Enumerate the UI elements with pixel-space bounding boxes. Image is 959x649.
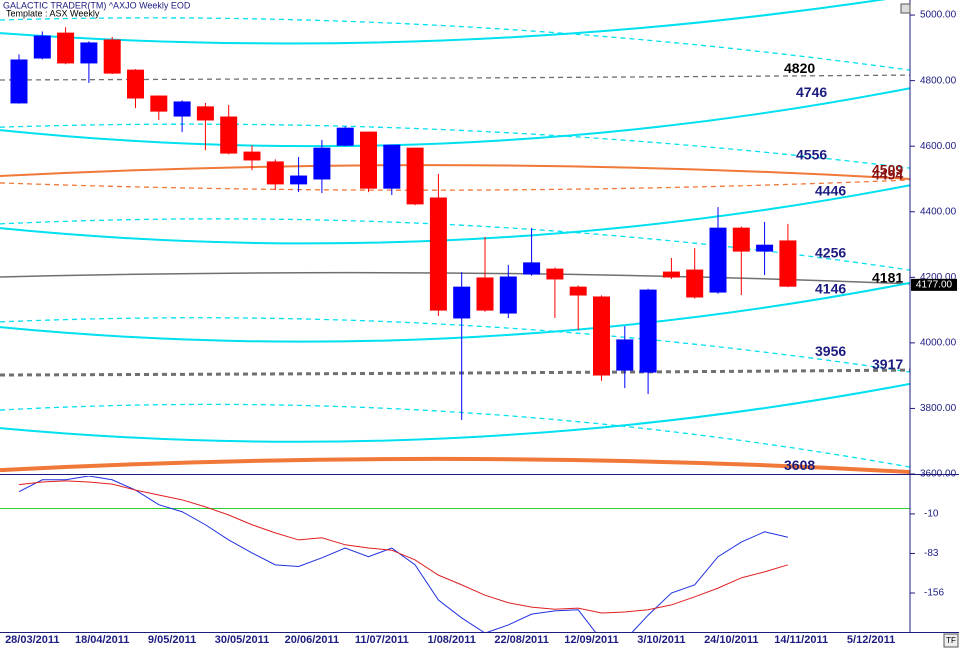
candle-body <box>569 286 587 296</box>
x-tick-label: 28/03/2011 <box>5 634 59 646</box>
level-label: 4494 <box>872 167 903 183</box>
candle-body <box>499 276 517 314</box>
candle-body <box>523 262 541 275</box>
candle-body <box>616 339 634 371</box>
x-tick-label: 20/06/2011 <box>285 634 339 646</box>
x-tick-label: 18/04/2011 <box>75 634 129 646</box>
y-tick-label: 4800.00 <box>920 75 957 86</box>
candle-body <box>546 268 564 280</box>
x-tick-label: 30/05/2011 <box>215 634 269 646</box>
y-tick-label: 5000.00 <box>920 10 957 21</box>
overlay-curve <box>0 123 910 169</box>
candle-body <box>336 127 354 146</box>
x-tick-label: 22/08/2011 <box>494 634 548 646</box>
indicator-line <box>18 476 789 632</box>
x-tick-label: 24/10/2011 <box>704 634 758 646</box>
overlay-curve <box>0 74 910 81</box>
y-tick-label: 4600.00 <box>920 141 957 152</box>
candle-body <box>313 147 331 180</box>
level-label: 3956 <box>815 343 846 359</box>
candle-body <box>220 116 238 154</box>
candle-body <box>639 289 657 373</box>
window-icon[interactable] <box>900 3 911 14</box>
overlay-curve <box>0 456 910 474</box>
level-label: 3917 <box>872 356 903 372</box>
candle-body <box>150 95 168 112</box>
indicator-panel <box>0 476 910 632</box>
candle-body <box>360 131 377 189</box>
level-label: 4181 <box>872 269 903 285</box>
candle-body <box>127 69 144 99</box>
chart-subtitle: Template : ASX Weekly <box>6 8 100 18</box>
chart-title: GALACTIC TRADER(TM) ^AXJO Weekly EOD <box>3 0 191 10</box>
overlay-curve <box>0 164 910 180</box>
y-tick-label: -10 <box>924 509 939 520</box>
candle-body <box>406 147 424 205</box>
candle-body <box>33 35 51 59</box>
candle-body <box>266 161 284 185</box>
candle-body <box>779 240 797 287</box>
candle-body <box>756 244 774 252</box>
price-panel <box>0 0 910 474</box>
y-tick-label: -83 <box>924 548 939 559</box>
candle-body <box>383 144 401 189</box>
level-label: 4746 <box>796 84 827 100</box>
candle-body <box>453 286 471 319</box>
level-label: 4256 <box>815 245 846 261</box>
overlay-curve <box>0 281 910 343</box>
candle-body <box>593 296 610 376</box>
candle-body <box>709 227 727 293</box>
tf-button-label[interactable]: TF <box>946 636 956 645</box>
candle-body <box>196 106 214 121</box>
candle-body <box>173 101 191 117</box>
y-tick-label: 4400.00 <box>920 206 957 217</box>
last-price-tag <box>911 278 957 291</box>
x-tick-label: 5/12/2011 <box>847 634 895 646</box>
candle-body <box>80 42 98 64</box>
overlay-curve <box>0 184 910 245</box>
candle-body <box>290 175 308 185</box>
y-tick-label: 3800.00 <box>920 403 957 414</box>
candle-body <box>103 39 121 74</box>
overlay-curve <box>0 179 910 191</box>
level-label: 4446 <box>815 182 846 198</box>
y-tick-label: -156 <box>924 588 944 599</box>
x-tick-label: 1/08/2011 <box>428 634 476 646</box>
candle-body <box>732 227 750 252</box>
level-label: 4556 <box>796 146 827 162</box>
candle-body <box>57 32 75 64</box>
candle-body <box>476 277 494 311</box>
level-label: 3608 <box>784 457 815 473</box>
candle-body <box>10 59 28 104</box>
level-label: 4509 <box>872 162 903 178</box>
x-tick-label: 12/09/2011 <box>564 634 618 646</box>
candle-body <box>662 271 680 278</box>
candle-body <box>686 269 704 298</box>
y-tick-label: 4200.00 <box>920 272 957 283</box>
candle-body <box>243 151 261 161</box>
overlay-curve <box>0 87 910 148</box>
level-label: 4820 <box>784 60 815 76</box>
overlay-curve <box>0 382 910 443</box>
level-label: 4146 <box>815 281 846 297</box>
overlay-curve <box>0 368 910 377</box>
overlay-curve <box>0 0 887 45</box>
x-tick-label: 9/05/2011 <box>148 634 196 646</box>
indicator-line <box>18 480 789 614</box>
last-price-label: 4177.00 <box>916 279 953 290</box>
overlay-curve <box>0 271 910 285</box>
tf-button[interactable] <box>943 633 959 648</box>
y-tick-label: 3600.00 <box>920 469 957 480</box>
x-tick-label: 3/10/2011 <box>637 634 685 646</box>
x-tick-label: 14/11/2011 <box>774 634 828 646</box>
x-tick-label: 11/07/2011 <box>355 634 409 646</box>
candle-body <box>429 197 447 311</box>
y-tick-label: 4000.00 <box>920 338 957 349</box>
